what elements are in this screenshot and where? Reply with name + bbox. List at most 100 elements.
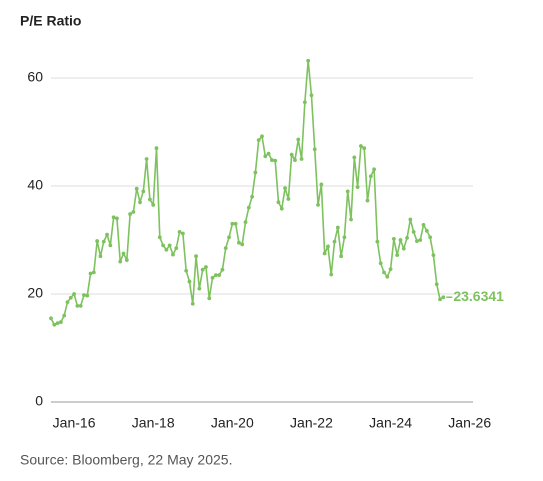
- annotation: 23.6341: [453, 288, 504, 304]
- data-point: [213, 273, 218, 277]
- data-point: [88, 271, 93, 276]
- data-point: [161, 243, 165, 248]
- data-point: [78, 303, 83, 308]
- data-point: [91, 270, 96, 275]
- data-point: [52, 322, 57, 327]
- data-point: [157, 235, 162, 240]
- data-point: [115, 216, 119, 221]
- data-point: [349, 217, 353, 222]
- data-point: [167, 243, 172, 248]
- data-point: [111, 215, 116, 220]
- data-point: [421, 222, 426, 227]
- data-point: [362, 146, 367, 151]
- data-point: [365, 198, 370, 203]
- data-point: [65, 300, 70, 304]
- data-point: [75, 303, 80, 308]
- data-point: [124, 258, 129, 262]
- data-point: [424, 228, 429, 233]
- data-point: [230, 221, 235, 226]
- data-point: [144, 157, 149, 161]
- data-point: [418, 238, 423, 242]
- data-point: [339, 254, 344, 259]
- x-tick-label: Jan-22: [290, 415, 333, 431]
- data-point: [253, 170, 258, 175]
- data-point: [151, 203, 156, 207]
- data-point: [95, 239, 100, 243]
- data-point: [105, 232, 109, 237]
- data-point: [260, 134, 264, 139]
- data-point: [148, 197, 152, 202]
- data-point: [352, 155, 357, 160]
- data-point: [177, 230, 182, 234]
- data-point: [237, 240, 241, 245]
- data-point: [329, 272, 334, 277]
- data-point: [49, 316, 53, 321]
- data-point: [405, 235, 409, 240]
- data-point: [240, 242, 245, 247]
- data-point: [101, 239, 106, 244]
- data-point: [190, 301, 195, 306]
- data-point: [217, 273, 222, 277]
- data-point: [428, 235, 433, 240]
- y-tick-label: 20: [27, 285, 43, 301]
- data-point: [131, 210, 136, 214]
- data-point: [184, 268, 189, 273]
- data-point: [378, 261, 383, 266]
- data-point: [401, 246, 406, 251]
- data-point: [296, 137, 301, 142]
- data-point: [411, 230, 416, 234]
- data-point: [431, 253, 436, 258]
- data-point: [233, 221, 238, 226]
- data-point: [269, 158, 274, 162]
- data-point: [322, 251, 327, 256]
- source-note: Source: Bloomberg, 22 May 2025.: [20, 452, 232, 468]
- data-point: [326, 244, 330, 249]
- data-point: [283, 186, 287, 191]
- data-point: [68, 295, 73, 300]
- data-point: [289, 152, 294, 157]
- data-point: [279, 206, 284, 211]
- data-point: [194, 254, 198, 259]
- data-point: [355, 185, 360, 189]
- data-point: [342, 235, 347, 240]
- data-point: [164, 247, 169, 252]
- data-point: [200, 267, 205, 272]
- data-point: [408, 217, 413, 222]
- data-point: [138, 200, 142, 205]
- data-point: [273, 158, 278, 163]
- data-point: [118, 259, 123, 264]
- data-point: [204, 265, 208, 269]
- data-point: [243, 220, 248, 225]
- data-point: [398, 238, 403, 242]
- data-point: [141, 189, 146, 194]
- data-point: [286, 197, 291, 201]
- data-point: [256, 138, 261, 143]
- data-point: [293, 158, 297, 162]
- data-point: [316, 203, 320, 207]
- data-point: [391, 237, 396, 241]
- data-point: [180, 231, 185, 236]
- data-point: [171, 252, 175, 257]
- data-point: [108, 243, 113, 248]
- data-point: [62, 313, 67, 318]
- data-point: [359, 144, 363, 148]
- data-point: [441, 295, 446, 300]
- data-point: [345, 189, 350, 194]
- data-point: [299, 157, 304, 161]
- data-point: [375, 239, 380, 244]
- line: [50, 60, 444, 326]
- data-point: [302, 100, 307, 105]
- data-point: [372, 167, 376, 172]
- y-tick-label: 60: [27, 69, 43, 85]
- data-point: [85, 293, 90, 298]
- x-tick-label: Jan-16: [53, 415, 96, 431]
- data-point: [134, 186, 139, 191]
- data-point: [309, 93, 314, 98]
- data-point: [312, 147, 317, 152]
- data-point: [335, 225, 340, 230]
- data-point: [368, 174, 373, 179]
- data-point: [58, 320, 63, 324]
- data-point: [266, 151, 271, 156]
- data-point: [207, 296, 212, 301]
